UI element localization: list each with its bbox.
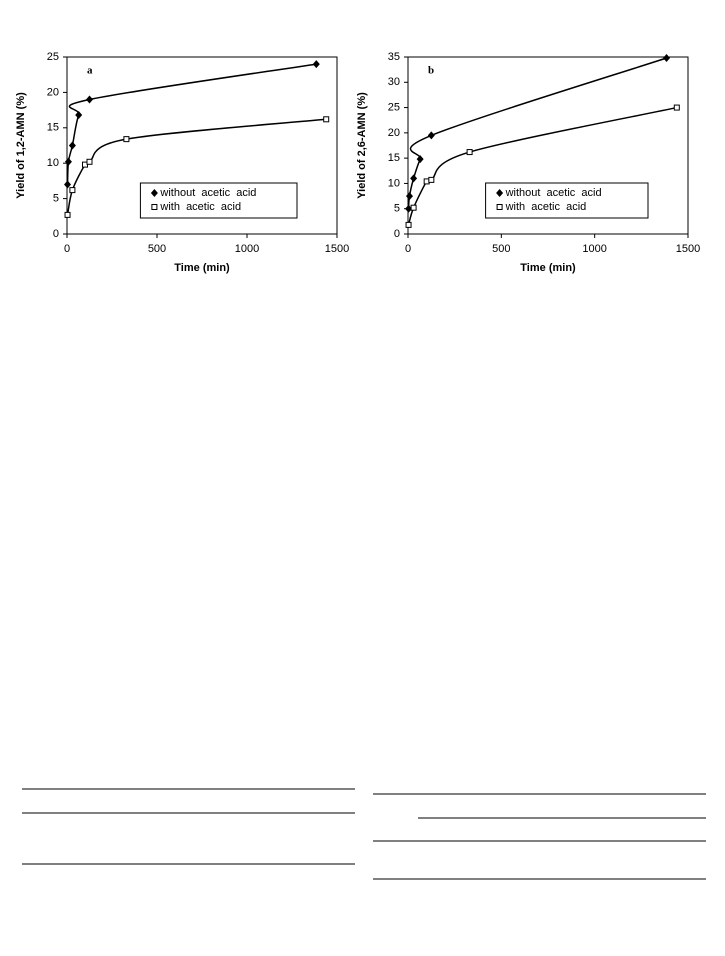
marker — [405, 221, 412, 228]
y-tick-label: 10 — [47, 157, 59, 169]
chart: 0 5 10 15 20 25 0 500 1000 1500 Time (min) Yield of… — [15, 51, 349, 274]
marker — [75, 111, 83, 120]
y-axis-label: Yield of 1,2-AMN (%) — [15, 92, 27, 199]
marker — [427, 131, 435, 140]
y-tick-label: 5 — [53, 193, 59, 205]
marker — [673, 104, 680, 111]
legend-label: with acetic acid — [505, 201, 587, 213]
x-tick-label: 1000 — [582, 243, 606, 255]
x-tick-label: 500 — [148, 243, 166, 255]
marker — [428, 176, 435, 183]
x-tick-label: 0 — [64, 243, 70, 255]
marker — [312, 60, 320, 69]
y-tick-label: 25 — [388, 101, 400, 113]
y-tick-label: 20 — [388, 127, 400, 139]
x-tick-label: 1500 — [325, 243, 349, 255]
chart: 0 5 10 15 20 25 30 35 0 500 1000 1500 Time (min) Yiel… — [356, 51, 700, 274]
marker — [64, 180, 72, 189]
series-line — [66, 63, 317, 185]
plot-frame — [66, 56, 338, 235]
x-tick-label: 0 — [405, 243, 411, 255]
marker — [466, 149, 473, 156]
y-tick-label: 5 — [394, 203, 400, 215]
marker — [410, 174, 418, 183]
panel-label: b — [428, 65, 434, 77]
marker — [86, 95, 93, 104]
marker — [64, 211, 71, 218]
marker — [410, 204, 417, 211]
plot-frame — [407, 56, 689, 235]
legend-marker — [496, 189, 504, 197]
marker — [68, 141, 76, 150]
y-tick-label: 35 — [388, 51, 400, 63]
y-tick-label: 20 — [47, 86, 59, 98]
y-tick-label: 0 — [394, 228, 400, 240]
y-tick-label: 30 — [388, 76, 400, 88]
marker — [64, 157, 72, 166]
legend-marker — [150, 189, 158, 197]
table-rules — [22, 788, 706, 880]
x-tick-label: 500 — [492, 243, 510, 255]
x-tick-label: 1000 — [235, 243, 259, 255]
marker — [663, 54, 671, 63]
y-tick-label: 0 — [53, 228, 59, 240]
marker — [416, 155, 424, 164]
legend-label: without acetic acid — [159, 187, 256, 199]
y-axis-label: Yield of 2,6-AMN (%) — [356, 92, 368, 199]
marker — [86, 158, 93, 165]
panel-label: a — [87, 65, 93, 77]
legend-label: with acetic acid — [159, 201, 241, 213]
marker — [405, 204, 413, 213]
marker — [405, 192, 413, 201]
y-tick-label: 10 — [388, 177, 400, 189]
marker — [323, 116, 330, 123]
legend-box — [485, 182, 649, 219]
y-tick-label: 15 — [47, 122, 59, 134]
y-tick-label: 15 — [388, 152, 400, 164]
y-tick-label: 25 — [47, 51, 59, 63]
x-tick-label: 1500 — [676, 243, 700, 255]
marker — [123, 136, 130, 143]
legend-label: without acetic acid — [505, 187, 602, 199]
legend-marker — [496, 204, 503, 210]
x-axis-label: Time (min) — [174, 262, 230, 274]
legend-marker — [151, 204, 158, 210]
legend-box — [139, 182, 298, 219]
x-axis-label: Time (min) — [520, 262, 576, 274]
marker — [69, 187, 76, 194]
